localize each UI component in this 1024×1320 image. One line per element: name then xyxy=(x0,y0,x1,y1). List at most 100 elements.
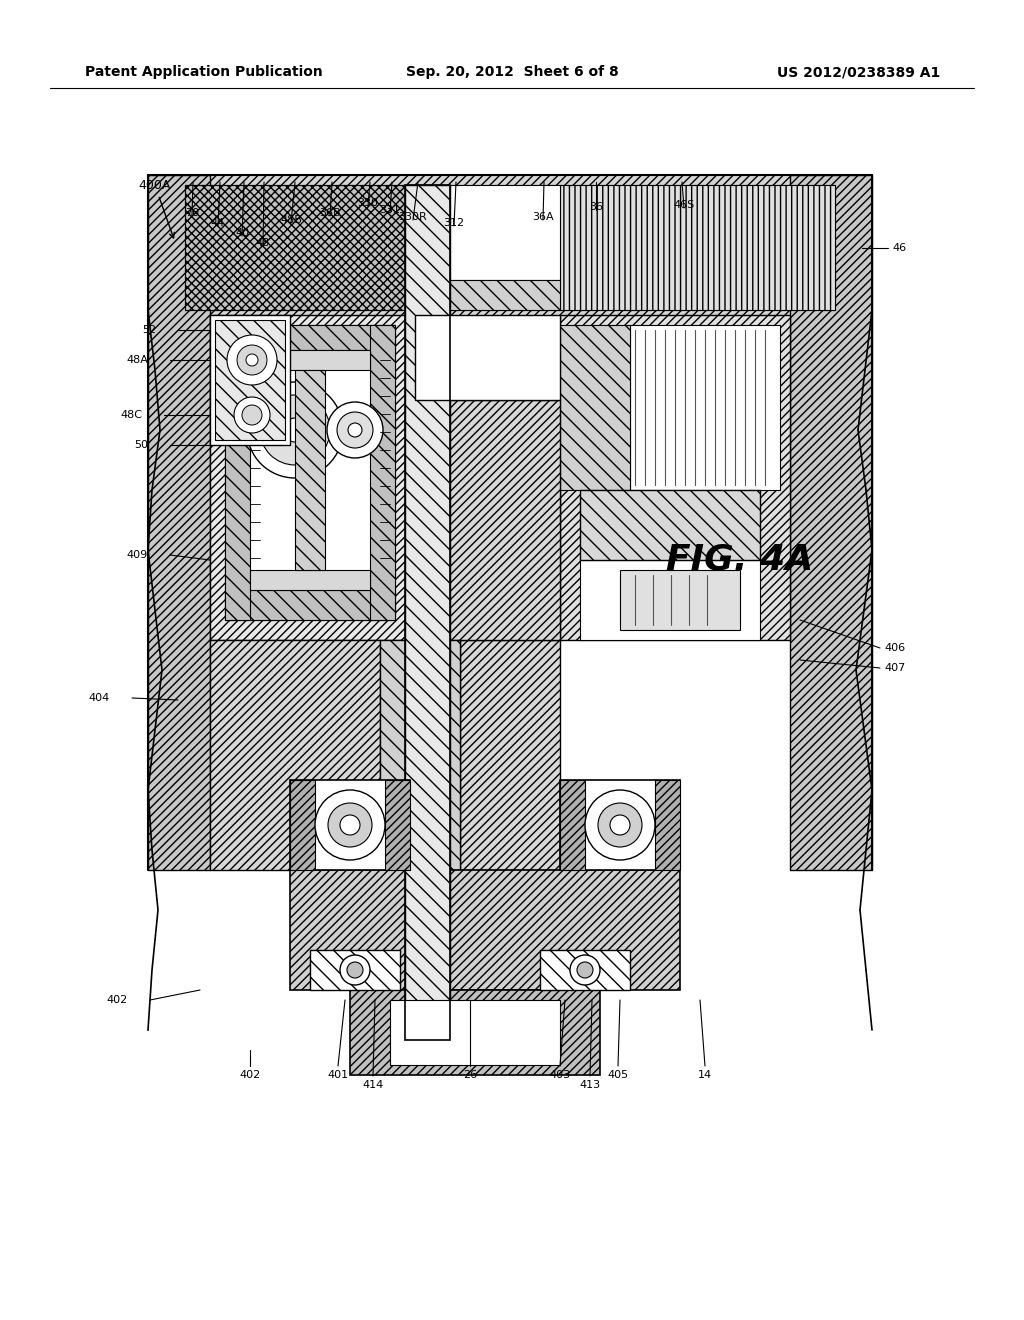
Text: 44: 44 xyxy=(211,218,225,228)
Circle shape xyxy=(246,354,258,366)
Polygon shape xyxy=(655,780,680,870)
Circle shape xyxy=(577,962,593,978)
Polygon shape xyxy=(210,315,290,445)
Text: 40: 40 xyxy=(234,228,249,238)
Polygon shape xyxy=(290,870,680,990)
Text: 48: 48 xyxy=(256,238,270,248)
Bar xyxy=(406,185,450,1040)
Text: 414: 414 xyxy=(362,1080,384,1090)
Polygon shape xyxy=(185,185,420,310)
Polygon shape xyxy=(385,780,410,870)
Text: Patent Application Publication: Patent Application Publication xyxy=(85,65,323,79)
Circle shape xyxy=(570,954,600,985)
Text: 36B: 36B xyxy=(319,209,341,218)
Text: 413: 413 xyxy=(580,1080,600,1090)
Circle shape xyxy=(328,803,372,847)
Polygon shape xyxy=(560,185,835,310)
Text: 405: 405 xyxy=(607,1071,629,1080)
Polygon shape xyxy=(580,560,760,640)
Circle shape xyxy=(340,954,370,985)
Text: 48C: 48C xyxy=(120,411,142,420)
Circle shape xyxy=(283,418,307,442)
Polygon shape xyxy=(415,400,560,640)
Polygon shape xyxy=(295,370,325,570)
Polygon shape xyxy=(560,315,790,640)
Text: 407: 407 xyxy=(884,663,905,673)
Circle shape xyxy=(337,412,373,447)
Polygon shape xyxy=(185,185,835,310)
Text: 36: 36 xyxy=(589,202,603,213)
Circle shape xyxy=(610,814,630,836)
Text: 50: 50 xyxy=(134,440,148,450)
Text: 36A: 36A xyxy=(532,213,554,222)
Polygon shape xyxy=(225,590,395,620)
Circle shape xyxy=(237,345,267,375)
Polygon shape xyxy=(460,640,560,870)
Text: 406: 406 xyxy=(884,643,905,653)
Circle shape xyxy=(327,403,383,458)
Polygon shape xyxy=(148,176,872,319)
Text: 403: 403 xyxy=(550,1071,570,1080)
Polygon shape xyxy=(580,490,760,560)
Polygon shape xyxy=(560,325,630,490)
Circle shape xyxy=(348,422,362,437)
Text: 46S: 46S xyxy=(674,201,694,210)
Text: 48A: 48A xyxy=(126,355,148,366)
Circle shape xyxy=(315,789,385,861)
Text: 26: 26 xyxy=(463,1071,477,1080)
Polygon shape xyxy=(225,325,395,620)
Polygon shape xyxy=(290,780,315,870)
Circle shape xyxy=(234,397,270,433)
Polygon shape xyxy=(540,950,630,990)
Polygon shape xyxy=(380,640,460,870)
Text: 401: 401 xyxy=(328,1071,348,1080)
Polygon shape xyxy=(370,325,395,620)
Polygon shape xyxy=(420,185,560,280)
Polygon shape xyxy=(250,350,370,370)
Polygon shape xyxy=(350,990,600,1074)
Polygon shape xyxy=(225,325,395,350)
Circle shape xyxy=(347,962,362,978)
Bar xyxy=(148,170,872,1119)
Text: FIG. 4A: FIG. 4A xyxy=(667,543,814,577)
Polygon shape xyxy=(210,640,380,870)
Circle shape xyxy=(340,814,360,836)
Polygon shape xyxy=(215,319,285,440)
Text: 331: 331 xyxy=(380,205,400,215)
Text: 48B: 48B xyxy=(280,215,302,224)
Text: 70: 70 xyxy=(185,209,199,218)
Polygon shape xyxy=(290,780,410,870)
Text: 409: 409 xyxy=(127,550,148,560)
Polygon shape xyxy=(406,185,450,1040)
Polygon shape xyxy=(620,570,740,630)
Polygon shape xyxy=(250,570,370,590)
Text: 46: 46 xyxy=(892,243,906,253)
Text: 14: 14 xyxy=(698,1071,712,1080)
Circle shape xyxy=(598,803,642,847)
Text: 330R: 330R xyxy=(398,213,427,222)
Circle shape xyxy=(260,395,330,465)
Polygon shape xyxy=(210,315,415,640)
Polygon shape xyxy=(790,176,872,870)
Polygon shape xyxy=(560,780,585,870)
Circle shape xyxy=(227,335,278,385)
Polygon shape xyxy=(390,1001,560,1065)
Text: US 2012/0238389 A1: US 2012/0238389 A1 xyxy=(777,65,940,79)
Polygon shape xyxy=(630,325,780,490)
Text: 400A: 400A xyxy=(139,180,174,238)
Polygon shape xyxy=(420,280,560,310)
Text: 52: 52 xyxy=(142,325,156,335)
Text: 330: 330 xyxy=(357,198,379,209)
Polygon shape xyxy=(225,325,250,620)
Polygon shape xyxy=(148,176,210,870)
Polygon shape xyxy=(560,780,680,870)
Circle shape xyxy=(242,405,262,425)
Text: 312: 312 xyxy=(443,218,465,228)
Text: 402: 402 xyxy=(106,995,128,1005)
Text: 402: 402 xyxy=(240,1071,261,1080)
Polygon shape xyxy=(415,315,560,400)
Polygon shape xyxy=(310,950,400,990)
Text: Sep. 20, 2012  Sheet 6 of 8: Sep. 20, 2012 Sheet 6 of 8 xyxy=(406,65,618,79)
Text: 404: 404 xyxy=(89,693,110,704)
Circle shape xyxy=(585,789,655,861)
